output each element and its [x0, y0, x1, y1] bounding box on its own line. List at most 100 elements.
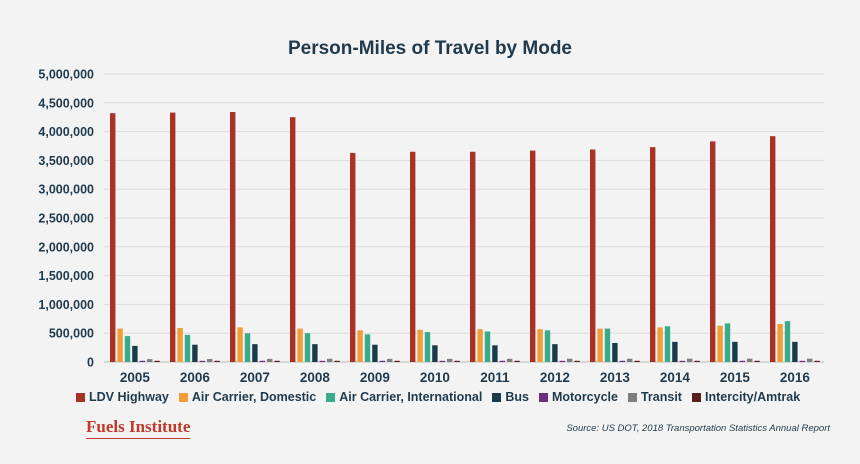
bar-ldv-highway-2013 [590, 149, 596, 362]
legend-item: LDV Highway [76, 390, 169, 404]
bar-intercity-amtrak-2006 [214, 360, 220, 362]
bar-motorcycle-2008 [319, 360, 325, 362]
bar-transit-2013 [627, 358, 633, 362]
bar-bus-2007 [252, 344, 258, 362]
legend-label: Motorcycle [551, 390, 618, 404]
legend-label: Intercity/Amtrak [704, 390, 801, 404]
bar-transit-2015 [747, 358, 753, 362]
bar-bus-2005 [132, 345, 138, 362]
bar-air-carrier-domestic-2016 [777, 323, 783, 362]
bar-motorcycle-2015 [739, 360, 745, 362]
legend-label: Transit [640, 390, 682, 404]
x-tick-label: 2012 [540, 370, 570, 385]
bar-air-carrier-international-2009 [364, 334, 371, 362]
legend-swatch [627, 392, 637, 402]
x-tick-label: 2009 [360, 370, 390, 385]
x-tick-label: 2014 [660, 370, 691, 385]
legend-swatch [326, 392, 336, 402]
legend-swatch [492, 392, 502, 402]
bar-transit-2007 [267, 358, 273, 362]
bar-intercity-amtrak-2013 [634, 360, 640, 362]
legend-item: Intercity/Amtrak [691, 390, 801, 404]
legend-item: Air Carrier, Domestic [178, 390, 317, 404]
bar-intercity-amtrak-2011 [514, 360, 520, 362]
bar-motorcycle-2007 [259, 360, 265, 362]
y-tick-label: 4,000,000 [38, 125, 94, 139]
x-axis-ticks: 2005 2006 2007 2008 2009 2010 2011 2012 2013 2014… [120, 370, 811, 385]
bar-bus-2013 [612, 342, 618, 362]
legend-swatch [691, 392, 701, 402]
legend-item: Bus [492, 390, 529, 404]
bar-air-carrier-domestic-2015 [717, 325, 723, 362]
bar-transit-2016 [807, 358, 813, 362]
bar-transit-2011 [507, 358, 513, 362]
y-tick-label: 1,000,000 [38, 298, 94, 312]
bar-transit-2010 [447, 358, 453, 362]
bar-air-carrier-international-2013 [604, 328, 611, 362]
bar-bus-2008 [312, 344, 318, 362]
bar-transit-2014 [687, 358, 693, 362]
bar-bus-2014 [672, 341, 678, 362]
chart-legend: LDV Highway Air Carrier, Domestic Air Carr… [76, 387, 800, 407]
bar-bus-2010 [432, 345, 438, 362]
legend-item: Motorcycle [538, 390, 618, 404]
bar-motorcycle-2010 [439, 360, 445, 362]
bar-motorcycle-2013 [619, 360, 625, 362]
bar-air-carrier-domestic-2009 [357, 330, 363, 362]
bar-air-carrier-international-2014 [664, 326, 671, 362]
bar-ldv-highway-2015 [710, 141, 716, 362]
bar-motorcycle-2012 [559, 360, 565, 362]
y-tick-label: 3,000,000 [38, 183, 94, 197]
legend-label: Bus [505, 390, 529, 404]
bar-bus-2011 [492, 345, 498, 362]
legend-item: Air Carrier, International [326, 390, 482, 404]
bar-ldv-highway-2007 [230, 112, 236, 363]
bar-air-carrier-international-2015 [724, 323, 731, 362]
x-tick-label: 2005 [120, 370, 151, 385]
bar-ldv-highway-2016 [770, 136, 776, 362]
bar-air-carrier-domestic-2014 [657, 327, 663, 362]
y-tick-label: 0 [87, 356, 94, 370]
legend-label: Air Carrier, International [339, 390, 483, 404]
bar-motorcycle-2014 [679, 360, 685, 362]
bar-bus-2012 [552, 344, 558, 362]
y-tick-label: 2,500,000 [38, 212, 94, 226]
x-tick-label: 2013 [600, 370, 631, 385]
bar-bus-2016 [792, 341, 798, 362]
bar-air-carrier-international-2006 [184, 334, 191, 362]
bar-air-carrier-international-2005 [124, 336, 131, 362]
x-tick-label: 2015 [720, 370, 751, 385]
grid-lines [104, 73, 824, 363]
source-note: Source: US DOT, 2018 Transportation Stat… [566, 423, 830, 434]
x-tick-label: 2010 [420, 370, 450, 385]
bar-air-carrier-domestic-2010 [417, 329, 423, 362]
x-tick-label: 2011 [480, 370, 510, 385]
bar-ldv-highway-2011 [470, 151, 476, 362]
legend-label: Air Carrier, Domestic [191, 390, 317, 404]
bar-series-group [110, 112, 820, 363]
legend-label: LDV Highway [89, 390, 169, 404]
legend-swatch [178, 392, 188, 402]
bar-motorcycle-2009 [379, 360, 385, 362]
bar-motorcycle-2006 [199, 360, 205, 362]
bar-ldv-highway-2010 [410, 151, 416, 362]
bar-ldv-highway-2014 [650, 147, 656, 362]
bar-ldv-highway-2009 [350, 152, 356, 362]
legend-swatch [538, 392, 548, 402]
x-tick-label: 2016 [780, 370, 811, 385]
bar-transit-2008 [327, 358, 333, 362]
x-tick-label: 2007 [240, 370, 270, 385]
bar-air-carrier-domestic-2013 [597, 328, 603, 362]
y-axis-ticks: 0 500,000 1,000,000 1,500,000 2,000,000 2,500… [38, 68, 94, 370]
bar-air-carrier-international-2007 [244, 333, 251, 362]
bar-bus-2006 [192, 344, 198, 362]
x-tick-label: 2008 [300, 370, 331, 385]
fuels-institute-logo: Fuels Institute [86, 417, 191, 439]
x-tick-label: 2006 [180, 370, 211, 385]
bar-air-carrier-domestic-2011 [477, 329, 483, 362]
bar-air-carrier-domestic-2008 [297, 328, 303, 362]
bar-transit-2012 [567, 358, 573, 362]
bar-air-carrier-international-2010 [424, 332, 431, 362]
